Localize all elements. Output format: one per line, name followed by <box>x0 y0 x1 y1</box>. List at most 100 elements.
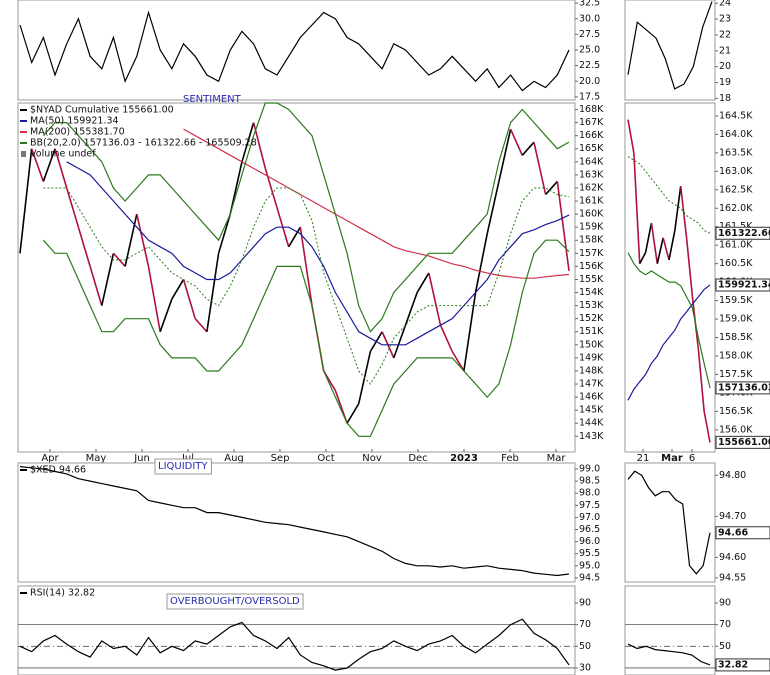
legend-entry: MA(50) 159921.34 <box>30 116 119 127</box>
last-value-box <box>715 526 770 540</box>
y-tick-label: 17.5 <box>579 91 600 102</box>
series-line <box>19 10 570 92</box>
series-line <box>19 466 570 577</box>
legend-swatch <box>21 151 26 157</box>
series-line <box>43 187 570 385</box>
y-tick-label: 161K <box>579 196 604 207</box>
price-segment <box>194 318 208 333</box>
y-tick-label: 150K <box>579 339 604 350</box>
y-tick-label: 30 <box>579 662 591 673</box>
y-tick-label: 143K <box>579 431 604 442</box>
x-tick-label: Jun <box>133 453 150 464</box>
price-segment <box>674 185 682 231</box>
last-value-label: 159921.34 <box>718 280 770 291</box>
y-tick-label: 151K <box>579 326 604 337</box>
panel-frame <box>17 0 576 101</box>
price-segment <box>533 142 547 195</box>
y-tick-label: 156.5K <box>719 406 753 417</box>
legend-entry: MA(200) 155381.70 <box>30 127 125 138</box>
annotation: LIQUIDITY <box>158 461 208 472</box>
price-segment <box>77 226 91 267</box>
price-segment <box>147 266 161 332</box>
series-line <box>627 156 711 234</box>
series-line <box>627 643 711 666</box>
y-tick-label: 147K <box>579 379 604 390</box>
price-segment <box>136 213 150 267</box>
y-tick-label: 161.0K <box>719 240 753 251</box>
y-tick-label: 23 <box>719 14 731 25</box>
series-line <box>19 618 570 671</box>
y-tick-label: 156K <box>579 261 604 272</box>
y-tick-label: 99.0 <box>579 464 600 475</box>
y-tick-label: 32.5 <box>579 0 600 9</box>
price-segment <box>463 292 477 372</box>
x-tick-label: Nov <box>362 453 382 464</box>
y-tick-label: 50 <box>719 641 731 652</box>
y-tick-label: 70 <box>719 619 731 630</box>
price-segment <box>54 148 68 189</box>
x-tick-label: Mar <box>547 453 567 464</box>
y-tick-label: 149K <box>579 352 604 363</box>
y-tick-label: 30.0 <box>579 13 600 24</box>
price-segment <box>703 411 711 443</box>
x-tick-label: 6 <box>689 453 695 464</box>
price-segment <box>668 230 676 261</box>
y-tick-label: 50 <box>579 641 591 652</box>
legend-entry: $XED 94.66 <box>30 465 86 476</box>
y-tick-label: 159.5K <box>719 295 753 306</box>
annotation: OVERBOUGHT/OVERSOLD <box>170 596 300 607</box>
price-segment <box>650 222 659 264</box>
y-tick-label: 21 <box>719 45 731 56</box>
series-line <box>627 284 711 401</box>
y-tick-label: 148K <box>579 365 604 376</box>
y-tick-label: 167K <box>579 117 604 128</box>
price-segment <box>697 348 705 412</box>
y-tick-label: 94.80 <box>719 470 746 481</box>
price-segment <box>112 252 126 267</box>
y-tick-label: 96.5 <box>579 524 600 535</box>
y-tick-label: 27.5 <box>579 29 600 40</box>
series-line <box>42 239 570 437</box>
panel-frame <box>624 102 716 453</box>
last-value-label: 94.66 <box>718 527 748 538</box>
last-value-label: 157136.03 <box>718 382 770 393</box>
x-tick-label: Mar <box>661 453 683 464</box>
price-segment <box>633 152 641 264</box>
y-tick-label: 96.0 <box>579 536 600 547</box>
y-tick-label: 162.0K <box>719 203 753 214</box>
price-segment <box>65 187 80 228</box>
y-tick-label: 157.5K <box>719 369 753 380</box>
panel-frame <box>17 585 576 675</box>
price-segment <box>545 180 558 196</box>
panel-frame <box>17 102 576 453</box>
legend-entry: $NYAD Cumulative 155661.00 <box>30 105 174 116</box>
price-segment <box>521 141 535 156</box>
annotation-box <box>166 593 304 610</box>
y-tick-label: 164K <box>579 156 604 167</box>
price-segment <box>124 213 138 267</box>
y-tick-label: 162.5K <box>719 184 753 195</box>
y-tick-label: 95.0 <box>579 560 600 571</box>
series-line <box>627 470 711 575</box>
price-segment <box>416 272 430 293</box>
y-tick-label: 19 <box>719 77 731 88</box>
y-tick-label: 94.5 <box>579 572 600 583</box>
price-segment <box>42 148 56 182</box>
y-tick-label: 20.0 <box>579 76 600 87</box>
y-tick-label: 158K <box>579 235 604 246</box>
price-segment <box>656 237 664 264</box>
series-line <box>42 102 570 333</box>
price-segment <box>498 128 512 182</box>
y-tick-label: 22 <box>719 29 731 40</box>
price-segment <box>89 266 103 306</box>
panel-frame <box>624 585 716 675</box>
y-tick-label: 146K <box>579 392 604 403</box>
x-tick-label: Aug <box>224 453 244 464</box>
x-tick-label: 2023 <box>450 453 478 464</box>
y-tick-label: 162K <box>579 182 604 193</box>
price-segment <box>19 148 33 254</box>
series-line <box>627 1 713 90</box>
x-tick-label: 21 <box>637 453 650 464</box>
annotation: SENTIMENT <box>183 94 242 105</box>
